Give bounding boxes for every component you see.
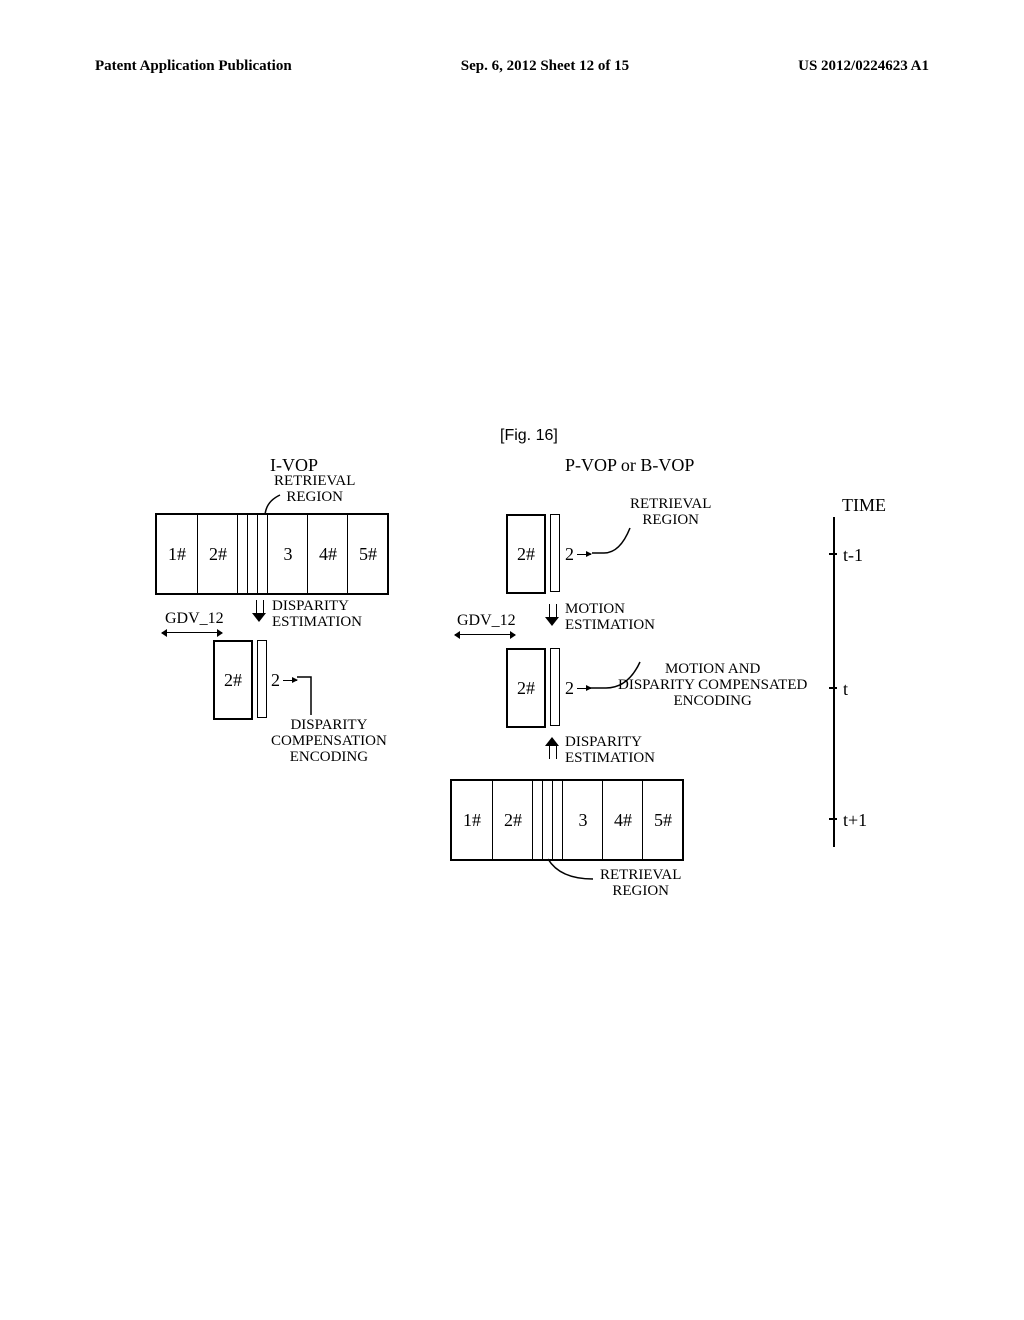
pvop-t-1-retrieval: [550, 514, 560, 592]
motion-est-arrow: [547, 604, 557, 626]
disparity-est-arrow-right: [547, 737, 557, 759]
header-left: Patent Application Publication: [95, 58, 292, 75]
ivop-frame: 1# 2# 3 4# 5#: [155, 513, 389, 595]
gdv-label-right: GDV_12: [457, 612, 516, 630]
time-tick-2: [829, 687, 837, 689]
ivop-lower-2: 2: [271, 670, 280, 691]
time-tick-3: [829, 818, 837, 820]
pvop-t-1-2: 2: [565, 544, 574, 565]
gdv-arrow-left: [162, 632, 222, 633]
motion-disp-comp-label: MOTION AND DISPARITY COMPENSATED ENCODIN…: [618, 662, 807, 709]
pvop-title: P-VOP or B-VOP: [565, 455, 694, 476]
pvop-cell-3: 3: [562, 781, 603, 859]
motion-est-label: MOTION ESTIMATION: [565, 602, 655, 634]
pvop-cell-2: 2#: [492, 781, 533, 859]
pvop-cell-1: 1#: [452, 781, 492, 859]
time-tick-1: [829, 553, 837, 555]
retrieval-label-pvop-top: RETRIEVAL REGION: [630, 497, 711, 529]
header-right: US 2012/0224623 A1: [798, 58, 929, 75]
ivop-lower-2hash: 2#: [213, 640, 253, 720]
retrieval-label-pvop-bottom: RETRIEVAL REGION: [600, 868, 681, 900]
gdv-arrow-right: [455, 634, 515, 635]
disparity-est-label-left: DISPARITY ESTIMATION: [272, 599, 362, 631]
ivop-cell-2: 2#: [197, 515, 238, 593]
time-t-1: t-1: [843, 545, 863, 566]
pvop-t-retrieval: [550, 648, 560, 726]
header-center: Sep. 6, 2012 Sheet 12 of 15: [461, 58, 629, 75]
ivop-cell-4: 4#: [307, 515, 348, 593]
time-t: t: [843, 679, 848, 700]
disp-comp-label: DISPARITY COMPENSATION ENCODING: [271, 718, 387, 765]
ivop-cell-1: 1#: [157, 515, 197, 593]
pvop-cell-5: 5#: [642, 781, 683, 859]
pvop-t-1-2hash: 2#: [506, 514, 546, 594]
pvop-cell-4: 4#: [602, 781, 643, 859]
pointer-curve-pvop-top: [590, 520, 640, 560]
ivop-cell-3: 3: [267, 515, 308, 593]
gdv-label-left: GDV_12: [165, 610, 224, 628]
page-header: Patent Application Publication Sep. 6, 2…: [95, 58, 929, 75]
pointer-to-dispcomp: [295, 675, 325, 718]
pvop-t-2: 2: [565, 678, 574, 699]
pointer-curve-pvop-bottom: [545, 857, 600, 885]
pvop-t-1-arrow: [577, 554, 591, 555]
figure-label: [Fig. 16]: [500, 427, 558, 445]
disparity-est-label-right: DISPARITY ESTIMATION: [565, 735, 655, 767]
ivop-cell-5: 5#: [347, 515, 388, 593]
ivop-lower-retrieval: [257, 640, 267, 718]
pvop-t-2hash: 2#: [506, 648, 546, 728]
time-axis-line: [833, 517, 835, 847]
time-t+1: t+1: [843, 810, 867, 831]
disparity-est-arrow-left: [254, 600, 264, 622]
pvop-tplus1-frame: 1# 2# 3 4# 5#: [450, 779, 684, 861]
time-title: TIME: [842, 495, 886, 516]
